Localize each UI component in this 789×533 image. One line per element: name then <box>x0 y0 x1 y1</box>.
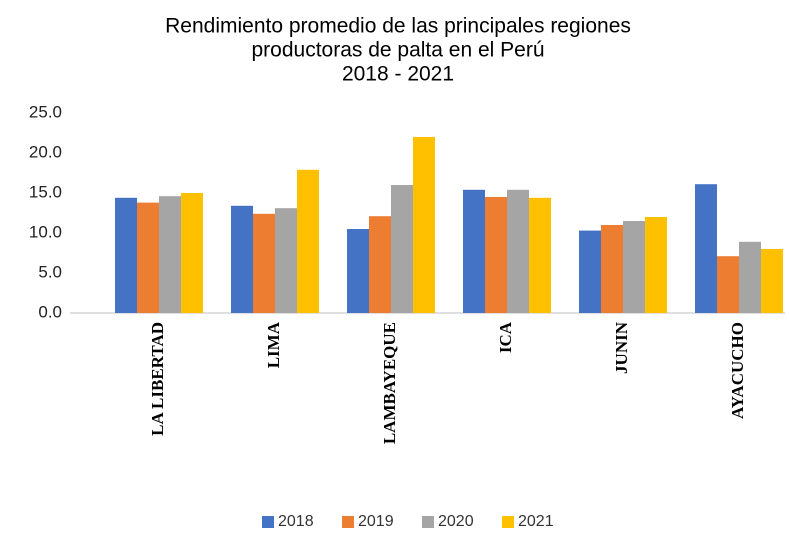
bar <box>485 197 507 313</box>
bar <box>137 202 159 313</box>
x-tick-label: ICA <box>496 321 515 353</box>
legend-label: 2019 <box>358 513 394 530</box>
x-tick-label: JUNIN <box>612 321 631 374</box>
bar <box>181 193 203 313</box>
bar <box>413 137 435 313</box>
y-tick-label: 0.0 <box>38 302 62 321</box>
x-tick-label: LAMBAYEQUE <box>380 322 399 444</box>
bar <box>507 189 529 313</box>
bar <box>529 197 551 313</box>
bar <box>391 185 413 313</box>
legend-swatch <box>262 516 274 528</box>
legend-label: 2020 <box>438 513 474 530</box>
y-tick-label: 25.0 <box>29 102 62 121</box>
legend-label: 2021 <box>518 513 554 530</box>
bar <box>463 189 485 313</box>
bar <box>623 221 645 313</box>
bar <box>369 216 391 313</box>
y-tick-label: 5.0 <box>38 262 62 281</box>
bar <box>695 184 717 313</box>
bar <box>761 249 783 313</box>
legend-label: 2018 <box>278 513 314 530</box>
bar <box>717 256 739 313</box>
bar <box>231 205 253 313</box>
legend-swatch <box>502 516 514 528</box>
bar <box>297 169 319 313</box>
chart-title: 2018 - 2021 <box>342 63 454 86</box>
y-tick-label: 15.0 <box>29 182 62 201</box>
y-tick-label: 10.0 <box>29 222 62 241</box>
legend-swatch <box>422 516 434 528</box>
bar <box>739 241 761 313</box>
bar <box>115 197 137 313</box>
bar <box>645 217 667 313</box>
bar <box>601 225 623 313</box>
bar <box>579 230 601 313</box>
bar <box>275 208 297 313</box>
bar <box>253 213 275 313</box>
chart-title: Rendimiento promedio de las principales … <box>165 15 631 38</box>
legend-swatch <box>342 516 354 528</box>
chart-title: productoras de palta en el Perú <box>251 39 544 62</box>
bar <box>347 229 369 313</box>
y-tick-label: 20.0 <box>29 142 62 161</box>
bar <box>159 196 181 313</box>
x-tick-label: AYACUCHO <box>728 322 747 419</box>
x-tick-label: LIMA <box>264 321 283 368</box>
x-tick-label: LA LIBERTAD <box>148 322 167 436</box>
